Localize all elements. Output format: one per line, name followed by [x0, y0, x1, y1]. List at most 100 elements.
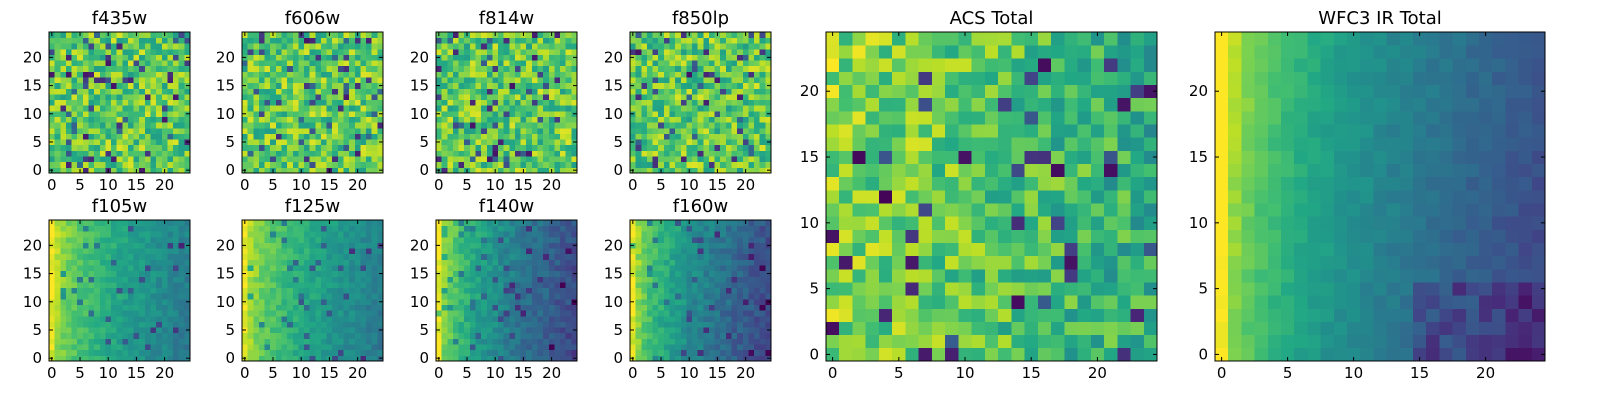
heatmap-cell [281, 54, 288, 61]
heatmap-cell [658, 77, 665, 84]
heatmap-cell [475, 304, 482, 311]
heatmap-cell [94, 344, 101, 351]
heatmap-cell [554, 259, 561, 266]
heatmap-cell [178, 167, 185, 174]
heatmap-cell [258, 65, 265, 72]
heatmap-cell [759, 43, 766, 50]
heatmap-cell [531, 48, 538, 55]
heatmap-cell [714, 48, 721, 55]
heatmap-cell [178, 338, 185, 345]
heatmap-cell [548, 276, 555, 283]
heatmap-cell [565, 71, 572, 78]
heatmap-cell [641, 282, 648, 289]
heatmap-cell [520, 94, 527, 101]
heatmap-cell [281, 156, 288, 163]
heatmap-cell [309, 332, 316, 339]
heatmap-cell [765, 344, 772, 351]
heatmap-cell [720, 54, 727, 61]
heatmap-cell [264, 259, 271, 266]
heatmap-cell [537, 150, 544, 157]
heatmap-cell [737, 349, 744, 356]
heatmap-cell [526, 156, 533, 163]
heatmap-cell [703, 43, 710, 50]
heatmap-cell [105, 127, 112, 134]
heatmap-cell [54, 225, 61, 232]
heatmap-cell [122, 265, 129, 272]
heatmap-cell [105, 65, 112, 72]
heatmap-cell [332, 349, 339, 356]
heatmap-cell [111, 65, 118, 72]
heatmap-cell [725, 37, 732, 44]
heatmap-cell [65, 88, 72, 95]
heatmap-cell [503, 253, 510, 260]
heatmap-cell [481, 327, 488, 334]
heatmap-cell [71, 310, 78, 317]
heatmap-cell [669, 321, 676, 328]
heatmap-cell [88, 259, 95, 266]
heatmap-cell [571, 144, 578, 151]
heatmap-cell [441, 310, 448, 317]
heatmap-cell [315, 349, 322, 356]
heatmap-cell [686, 60, 693, 67]
heatmap-cell [82, 344, 89, 351]
heatmap-cell [641, 32, 648, 39]
heatmap-cell [731, 110, 738, 117]
heatmap-cell [270, 122, 277, 129]
heatmap-cell [309, 82, 316, 89]
heatmap-cell [139, 65, 146, 72]
heatmap-cell [111, 276, 118, 283]
heatmap-cell [526, 287, 533, 294]
heatmap-cell [475, 349, 482, 356]
heatmap-cell [680, 71, 687, 78]
heatmap-cell [469, 65, 476, 72]
heatmap-cell [703, 349, 710, 356]
heatmap-cell [60, 65, 67, 72]
heatmap-cell [161, 265, 168, 272]
heatmap-cell [292, 242, 299, 249]
heatmap-cell [360, 32, 367, 39]
heatmap-cell [520, 270, 527, 277]
heatmap-cell [669, 310, 676, 317]
heatmap-cell [503, 298, 510, 305]
heatmap-cell [167, 220, 174, 227]
heatmap-cell [725, 127, 732, 134]
heatmap-cell [652, 332, 659, 339]
heatmap-cell [167, 276, 174, 283]
heatmap-cell [652, 127, 659, 134]
heatmap-cell [326, 139, 333, 146]
heatmap-cell [680, 88, 687, 95]
heatmap-cell [133, 310, 140, 317]
heatmap-cell [571, 48, 578, 55]
heatmap-cell [326, 94, 333, 101]
heatmap-cell [281, 144, 288, 151]
heatmap-cell [520, 105, 527, 112]
heatmap-cell [481, 349, 488, 356]
heatmap-cell [82, 349, 89, 356]
heatmap-cell [253, 122, 260, 129]
heatmap-cell [65, 349, 72, 356]
heatmap-cell [514, 32, 521, 39]
heatmap-cell [94, 167, 101, 174]
heatmap-cell [630, 150, 637, 157]
heatmap-cell [475, 139, 482, 146]
heatmap-cell [548, 82, 555, 89]
heatmap-cell [742, 298, 749, 305]
heatmap-cell [88, 105, 95, 112]
heatmap-cells [630, 32, 772, 174]
heatmap-cell [537, 231, 544, 238]
heatmap-cell [281, 48, 288, 55]
heatmap-cell [565, 43, 572, 50]
heatmap-cell [116, 282, 123, 289]
heatmap-cell [680, 293, 687, 300]
heatmap-cell [161, 65, 168, 72]
heatmap-cell [173, 344, 180, 351]
heatmap-cell [82, 248, 89, 255]
heatmap-cell [309, 43, 316, 50]
heatmap-cell [509, 327, 516, 334]
heatmap-cell [469, 82, 476, 89]
heatmap-cell [486, 248, 493, 255]
heatmap-cell [748, 116, 755, 123]
heatmap-cell [242, 344, 249, 351]
heatmap-cell [492, 248, 499, 255]
y-tick-label: 5 [613, 133, 623, 151]
